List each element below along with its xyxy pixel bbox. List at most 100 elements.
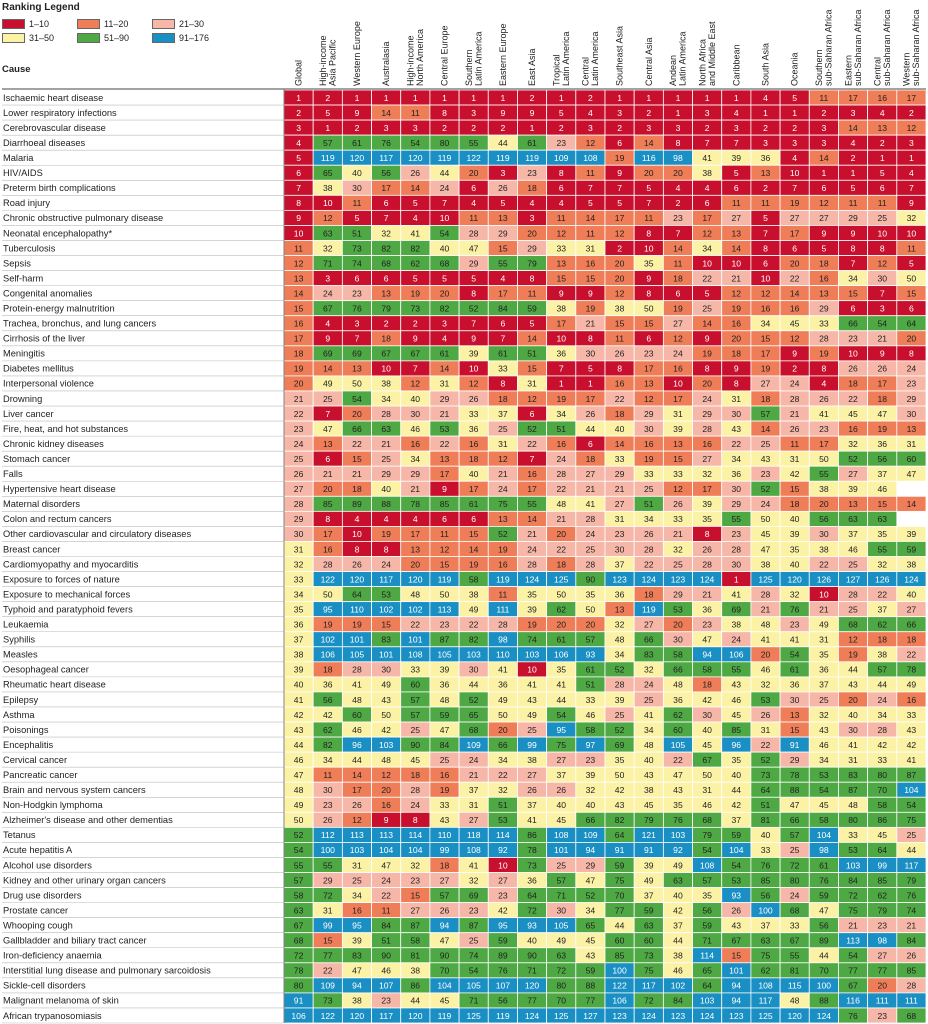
legend-label: 51–90 xyxy=(104,33,130,43)
rank-value: 44 xyxy=(498,138,508,148)
table-row: Prostate cancer 63 31 16 11 27 26 23 42 72 30 34 77 5… xyxy=(2,902,927,919)
rank-value: 7 xyxy=(471,319,476,329)
table-row: Cerebrovascular disease 3 1 2 3 3 2 2 2 1 2 3 2 3 3 2 3 2… xyxy=(2,119,927,136)
rank-value: 44 xyxy=(907,845,917,855)
rank-value: 7 xyxy=(705,138,710,148)
rank-value: 41 xyxy=(352,680,362,690)
rank-value: 22 xyxy=(498,770,508,780)
rank-value: 48 xyxy=(294,785,304,795)
rank-value: 25 xyxy=(411,725,421,735)
rank-value: 98 xyxy=(673,153,683,163)
rank-value: 27 xyxy=(761,379,771,389)
rank-value: 3 xyxy=(880,304,885,314)
rank-value: 22 xyxy=(907,650,917,660)
rank-value: 25 xyxy=(556,860,566,870)
rank-value: 27 xyxy=(586,469,596,479)
rank-value: 78 xyxy=(790,770,800,780)
rank-value: 38 xyxy=(907,559,917,569)
rank-value: 64 xyxy=(877,845,887,855)
rank-value: 100 xyxy=(758,905,773,915)
rank-value: 46 xyxy=(586,710,596,720)
rank-value: 18 xyxy=(411,770,421,780)
rank-value: 27 xyxy=(615,499,625,509)
rank-value: 18 xyxy=(556,559,566,569)
rank-value: 6 xyxy=(763,258,768,268)
rank-value: 47 xyxy=(440,936,450,946)
rank-value: 66 xyxy=(848,319,858,329)
rank-value: 35 xyxy=(877,529,887,539)
rank-value: 100 xyxy=(612,966,627,976)
rank-value: 75 xyxy=(848,905,858,915)
rank-value: 67 xyxy=(294,920,304,930)
rank-value: 106 xyxy=(729,650,744,660)
rank-value: 27 xyxy=(819,213,829,223)
rank-value: 12 xyxy=(702,228,712,238)
rank-value: 34 xyxy=(498,755,508,765)
rank-value: 39 xyxy=(527,604,537,614)
column-header-line: Andean xyxy=(668,55,678,86)
rank-value: 20 xyxy=(790,258,800,268)
rank-value: 37 xyxy=(819,680,829,690)
cause-label: Malaria xyxy=(3,153,34,163)
rank-value: 43 xyxy=(732,920,742,930)
rank-value: 1 xyxy=(676,93,681,103)
rank-value: 8 xyxy=(763,243,768,253)
rank-value: 14 xyxy=(294,288,304,298)
rank-value: 2 xyxy=(530,93,535,103)
rank-value: 36 xyxy=(527,875,537,885)
rank-value: 81 xyxy=(790,966,800,976)
rank-value: 12 xyxy=(673,334,683,344)
rank-value: 20 xyxy=(323,484,333,494)
table-row: Diabetes mellitus 19 14 13 10 7 14 10 33 15 7 5 8 17 1… xyxy=(2,360,927,377)
rank-value: 10 xyxy=(732,258,742,268)
cause-label: Cardiomyopathy and myocarditis xyxy=(3,559,139,569)
rank-value: 106 xyxy=(291,1011,306,1021)
rank-value: 18 xyxy=(644,589,654,599)
rank-value: 75 xyxy=(761,951,771,961)
rank-value: 12 xyxy=(644,394,654,404)
rank-value: 25 xyxy=(673,559,683,569)
table-row: Fire, heat, and hot substances 23 47 66 63 46… xyxy=(2,420,927,437)
rank-value: 10 xyxy=(673,379,683,389)
rank-value: 17 xyxy=(556,319,566,329)
rank-value: 30 xyxy=(411,409,421,419)
rank-value: 20 xyxy=(761,650,771,660)
column-header-line: High-income xyxy=(318,35,328,86)
rank-value: 7 xyxy=(880,288,885,298)
rank-value: 39 xyxy=(732,153,742,163)
table-row: Drug use disorders 58 72 34 22 15 57 69 23 64 71 52… xyxy=(2,887,927,904)
rank-value: 72 xyxy=(294,951,304,961)
cause-label: Chronic kidney diseases xyxy=(3,439,104,449)
rank-value: 23 xyxy=(732,529,742,539)
legend-swatch xyxy=(152,19,175,29)
rank-value: 38 xyxy=(732,620,742,630)
rank-value: 20 xyxy=(352,409,362,419)
rank-value: 95 xyxy=(498,920,508,930)
rank-value: 18 xyxy=(673,273,683,283)
column-header-line: North America xyxy=(415,29,425,86)
rank-value: 89 xyxy=(352,499,362,509)
rank-value: 66 xyxy=(907,620,917,630)
rank-value: 22 xyxy=(673,755,683,765)
rank-value: 41 xyxy=(732,589,742,599)
rank-value: 21 xyxy=(498,469,508,479)
rank-value: 34 xyxy=(877,710,887,720)
rank-value: 52 xyxy=(294,830,304,840)
rank-value: 22 xyxy=(294,409,304,419)
rank-value: 4 xyxy=(413,213,418,223)
rank-value: 50 xyxy=(819,454,829,464)
rank-value: 11 xyxy=(294,243,303,253)
rank-value: 110 xyxy=(438,830,452,840)
rank-value: 21 xyxy=(586,484,596,494)
rank-value: 76 xyxy=(848,1011,858,1021)
rank-value: 68 xyxy=(702,815,712,825)
cause-label: Cerebrovascular disease xyxy=(3,123,106,133)
rank-value: 4 xyxy=(325,319,330,329)
rank-value: 110 xyxy=(350,604,364,614)
rank-value: 55 xyxy=(469,138,479,148)
rank-value: 71 xyxy=(556,890,566,900)
rank-value: 11 xyxy=(411,108,420,118)
cause-label: Hypertensive heart disease xyxy=(3,484,116,494)
rank-value: 46 xyxy=(732,695,742,705)
rank-value: 4 xyxy=(880,108,885,118)
